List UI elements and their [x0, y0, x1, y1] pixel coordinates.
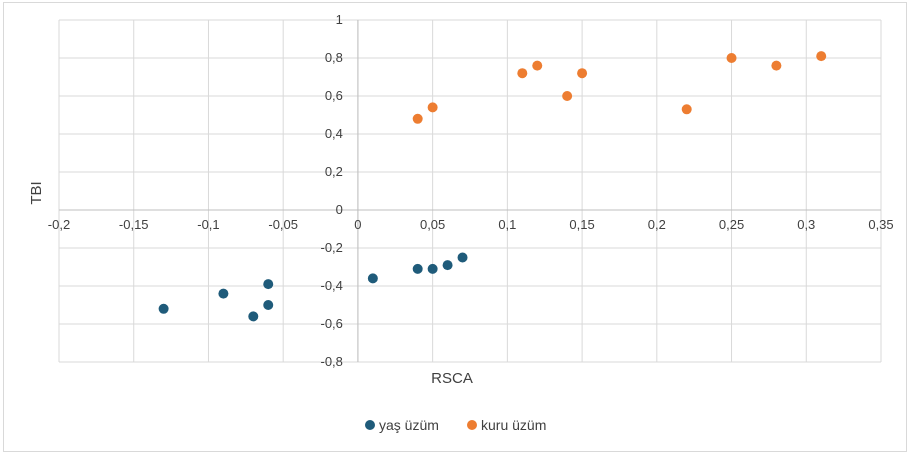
- data-point-series-1: [681, 104, 692, 115]
- x-tick-label: 0,15: [569, 217, 594, 232]
- x-tick-label: -0,1: [197, 217, 219, 232]
- axes: [59, 20, 881, 362]
- data-point-series-0: [412, 263, 423, 274]
- x-tick-label: 0,35: [868, 217, 893, 232]
- y-tick-label: 0,6: [325, 88, 343, 103]
- x-tick-label: 0,25: [719, 217, 744, 232]
- x-tick-label: 0,2: [648, 217, 666, 232]
- data-point-series-0: [442, 260, 453, 271]
- data-point-series-1: [427, 102, 438, 113]
- data-point-series-1: [517, 68, 528, 79]
- x-tick-labels: -0,2 -0,15 -0,1 -0,05 0 0,05 0,1 0,15 0,2 0,25 0,3…: [48, 217, 894, 232]
- data-point-series-1: [562, 91, 573, 101]
- data-point-series-1: [577, 68, 588, 79]
- data-point-series-1: [726, 53, 737, 63]
- data-point-series-1: [816, 51, 827, 62]
- data-point-series-1: [412, 113, 423, 124]
- x-tick-label: 0,1: [498, 217, 516, 232]
- y-tick-label: -0,4: [321, 278, 343, 293]
- y-tick-label: -0,2: [321, 240, 343, 255]
- data-point-series-0: [248, 311, 259, 322]
- data-point-series-0: [427, 263, 438, 274]
- scatter-chart: -0,2 -0,15 -0,1 -0,05 0 0,05 0,1 0,15 0,2 0,25 0,3…: [28, 12, 894, 433]
- y-tick-label: -0,6: [321, 316, 343, 331]
- gridlines: [58, 19, 882, 363]
- data-point-series-1: [532, 60, 543, 71]
- chart-area: -0,2 -0,15 -0,1 -0,05 0 0,05 0,1 0,15 0,2 0,25 0,3…: [3, 2, 907, 452]
- data-point-series-0: [263, 300, 274, 310]
- x-tick-label: 0: [354, 217, 361, 232]
- data-point-series-0: [158, 303, 169, 314]
- y-tick-label: 0,8: [325, 50, 343, 65]
- legend-label-series-1: kuru üzüm: [481, 417, 546, 433]
- legend-marker-series-0: [365, 420, 375, 430]
- x-tick-label: 0,05: [420, 217, 445, 232]
- data-point-series-1: [771, 60, 782, 71]
- x-tick-label: 0,3: [797, 217, 815, 232]
- y-tick-label: 1: [336, 12, 343, 27]
- legend-label-series-0: yaş üzüm: [379, 417, 439, 433]
- y-tick-labels: -0,8 -0,6 -0,4 -0,2 0 0,2 0,4 0,6 0,8 1: [321, 12, 343, 369]
- x-axis-title: RSCA: [431, 370, 473, 387]
- x-tick-label: -0,15: [119, 217, 149, 232]
- data-point-series-0: [263, 279, 274, 290]
- y-tick-label: 0,2: [325, 164, 343, 179]
- y-tick-label: 0: [336, 202, 343, 217]
- x-tick-label: -0,05: [268, 217, 298, 232]
- y-axis-title: TBI: [28, 181, 45, 204]
- data-points: [158, 51, 827, 322]
- data-point-series-0: [218, 288, 229, 299]
- data-point-series-0: [367, 273, 378, 284]
- legend-marker-series-1: [467, 420, 477, 430]
- y-tick-label: -0,8: [321, 354, 343, 369]
- y-tick-label: 0,4: [325, 126, 343, 141]
- x-tick-label: -0,2: [48, 217, 70, 232]
- legend: yaş üzüm kuru üzüm: [365, 417, 546, 433]
- data-point-series-0: [457, 252, 468, 263]
